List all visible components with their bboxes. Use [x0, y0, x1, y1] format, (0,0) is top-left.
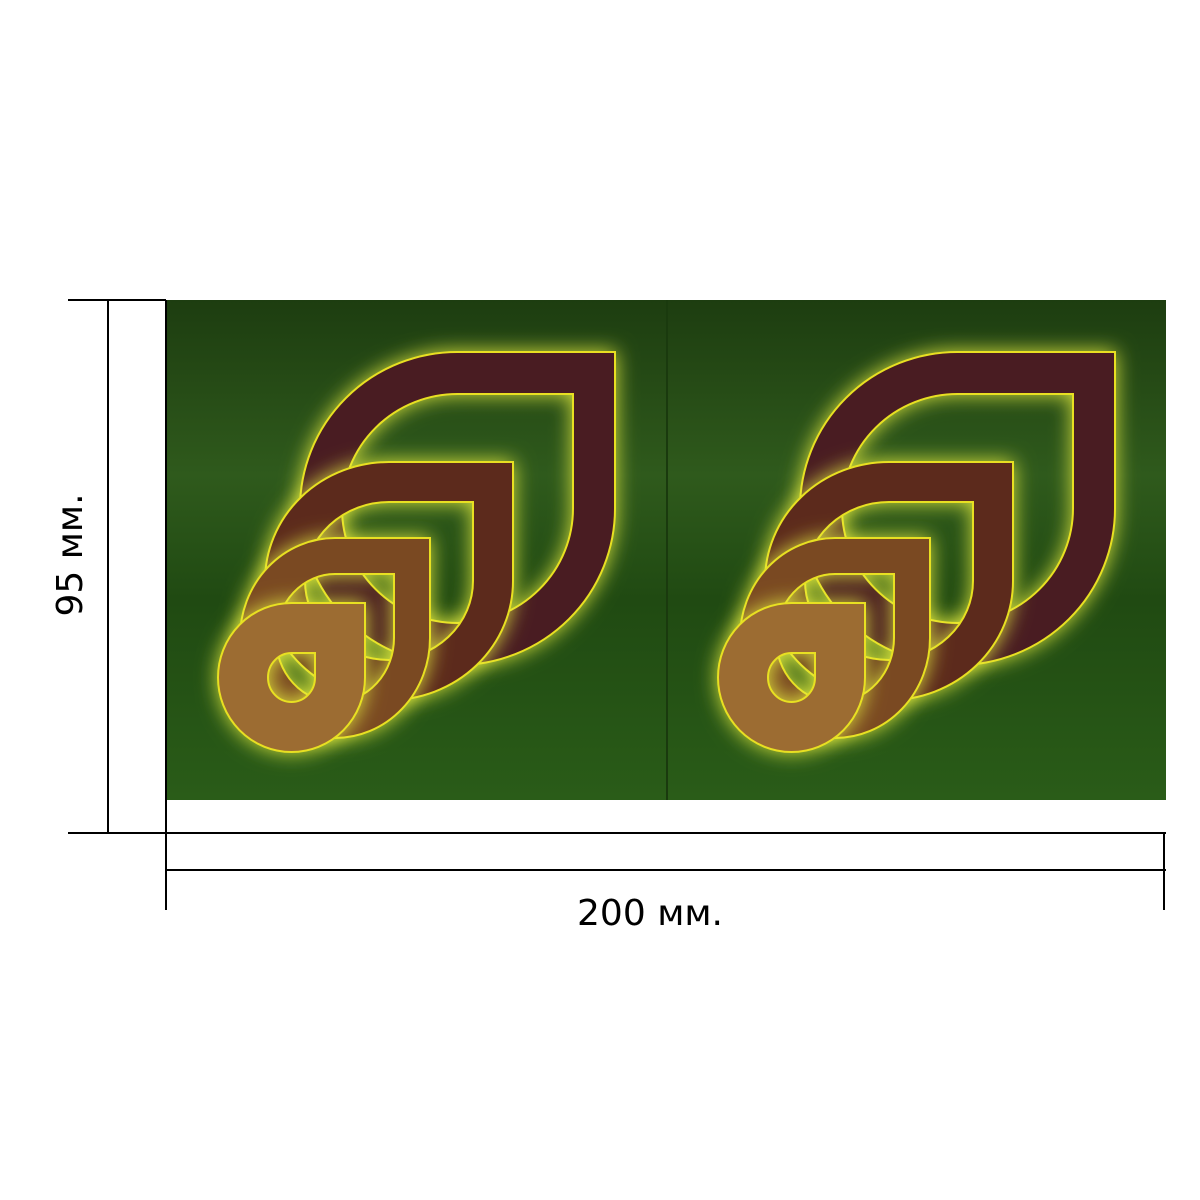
leaf-pattern: [216, 351, 1116, 754]
height-label: 95 мм.: [50, 493, 91, 616]
dimension-lines: [68, 299, 1166, 910]
width-label: 200 мм.: [577, 893, 723, 934]
leaf-ring: [716, 602, 866, 754]
leaf-ring: [216, 602, 366, 754]
